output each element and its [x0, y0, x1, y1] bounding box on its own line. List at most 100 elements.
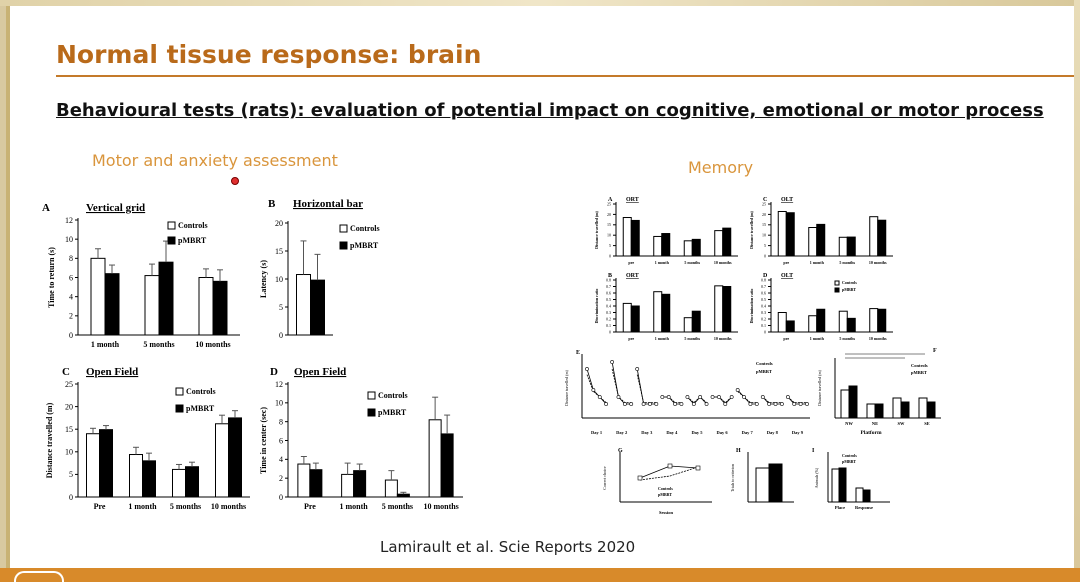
y-axis-label: Distance travelled (m): [749, 210, 754, 248]
y-tick-label: 5: [764, 243, 766, 248]
y-tick-label: 0: [764, 253, 766, 258]
bar-controls: [840, 389, 850, 419]
point-controls: [695, 465, 701, 471]
bar-pmbrt: [353, 470, 367, 498]
x-tick-label: Place: [835, 505, 845, 510]
x-tick-label: Day 5: [691, 430, 703, 435]
y-tick-label: 15: [762, 222, 766, 227]
x-axis-label: Session: [659, 510, 674, 515]
panel-letter: F: [933, 348, 937, 354]
bar-pmbrt: [874, 403, 884, 419]
bar-pmbrt: [310, 279, 325, 336]
legend-label: pMBRT: [911, 370, 927, 375]
bar-series0: [808, 227, 818, 257]
line-pmbrt: [639, 466, 699, 481]
pointer-dot: [231, 177, 239, 185]
chart-title: Horizontal bar: [293, 198, 363, 210]
y-tick-label: 0.4: [606, 303, 611, 308]
point-controls: [610, 360, 615, 364]
point-controls: [723, 402, 728, 406]
y-tick-label: 2: [279, 474, 283, 483]
point-controls: [585, 367, 589, 371]
y-axis-label: Distance travelled (m): [817, 369, 822, 405]
chart-title: Open Field: [294, 366, 346, 378]
y-tick-label: 12: [275, 380, 283, 389]
line-pmbrt: [762, 396, 782, 403]
panel-letter: E: [576, 350, 580, 356]
point-controls: [779, 402, 784, 406]
y-tick-label: 0.3: [606, 310, 611, 315]
bar-series1: [691, 310, 701, 333]
panel-letter: A: [608, 197, 613, 203]
y-tick-label: 10: [65, 448, 73, 457]
x-tick-label: 5 months: [839, 260, 855, 265]
bar-controls: [855, 487, 864, 503]
point-controls: [654, 402, 659, 406]
citation: Lamirault et al. Scie Reports 2020: [380, 538, 636, 556]
bar-series0: [838, 236, 848, 257]
bar-controls: [90, 257, 106, 336]
bar-pmbrt: [926, 401, 936, 419]
point-controls: [773, 402, 778, 406]
bar-series0: [683, 317, 693, 333]
point-controls: [622, 402, 627, 406]
bar-series1: [846, 236, 856, 257]
x-tick-label: Day 6: [717, 430, 729, 435]
y-axis-label: Time to return (s): [47, 247, 56, 308]
bar-series0: [622, 302, 632, 333]
y-tick-label: 12: [65, 216, 73, 225]
y-tick-label: 4: [279, 455, 283, 464]
legend-label: Controls: [178, 221, 208, 230]
bar-series0: [808, 315, 818, 333]
x-tick-label: pre: [783, 336, 789, 341]
point-controls: [717, 395, 721, 399]
bar-series1: [661, 233, 671, 257]
line-pmbrt: [611, 368, 632, 403]
x-tick-label: Day 1: [591, 430, 603, 435]
slide-subtitle: Behavioural tests (rats): evaluation of …: [56, 100, 1044, 121]
point-controls: [785, 395, 790, 399]
panel-letter: I: [812, 448, 815, 454]
bar-pmbrt: [99, 429, 113, 498]
y-axis-label: Distance travelled (m): [594, 210, 599, 248]
x-tick-label: 5 months: [684, 336, 700, 341]
bar-pmbrt: [838, 467, 847, 503]
bar-series0: [653, 291, 663, 333]
bar-series1: [722, 227, 732, 257]
y-tick-label: 0.4: [761, 303, 766, 308]
point-controls: [698, 395, 703, 399]
slide-bottom-bar: [0, 568, 1080, 582]
slide-right-border: [1074, 0, 1080, 582]
y-tick-label: 5: [69, 470, 73, 479]
point-controls: [710, 395, 715, 399]
y-tick-label: 10: [607, 233, 611, 238]
point-controls: [805, 402, 809, 406]
x-tick-label: pre: [783, 260, 789, 265]
y-tick-label: 8: [279, 417, 283, 426]
legend-label: Controls: [378, 391, 408, 400]
bar-series1: [785, 212, 795, 257]
chart-title: ORT: [626, 197, 639, 203]
y-tick-label: 0.2: [606, 316, 611, 321]
point-controls: [679, 402, 684, 406]
bar-pmbrt: [309, 469, 323, 498]
point-controls: [604, 402, 609, 406]
point-controls: [754, 402, 759, 406]
point-controls: [691, 402, 696, 406]
x-tick-label: 10 months: [869, 260, 887, 265]
bar-controls: [892, 397, 902, 419]
x-tick-label: 1 month: [128, 502, 157, 511]
chart-title: Vertical grid: [86, 202, 145, 214]
bar-controls: [918, 397, 928, 419]
x-tick-label: NW: [845, 421, 853, 426]
bar-controls: [341, 473, 355, 498]
x-tick-label: 1 month: [810, 336, 825, 341]
bar-controls: [296, 274, 311, 336]
x-tick-label: 10 months: [195, 340, 230, 349]
x-tick-label: 1 month: [340, 502, 369, 511]
panel-letter: H: [736, 448, 741, 454]
legend-label: Controls: [911, 363, 928, 368]
y-axis-label: Discrimination ratio: [749, 289, 754, 324]
y-tick-label: 10: [275, 275, 283, 284]
